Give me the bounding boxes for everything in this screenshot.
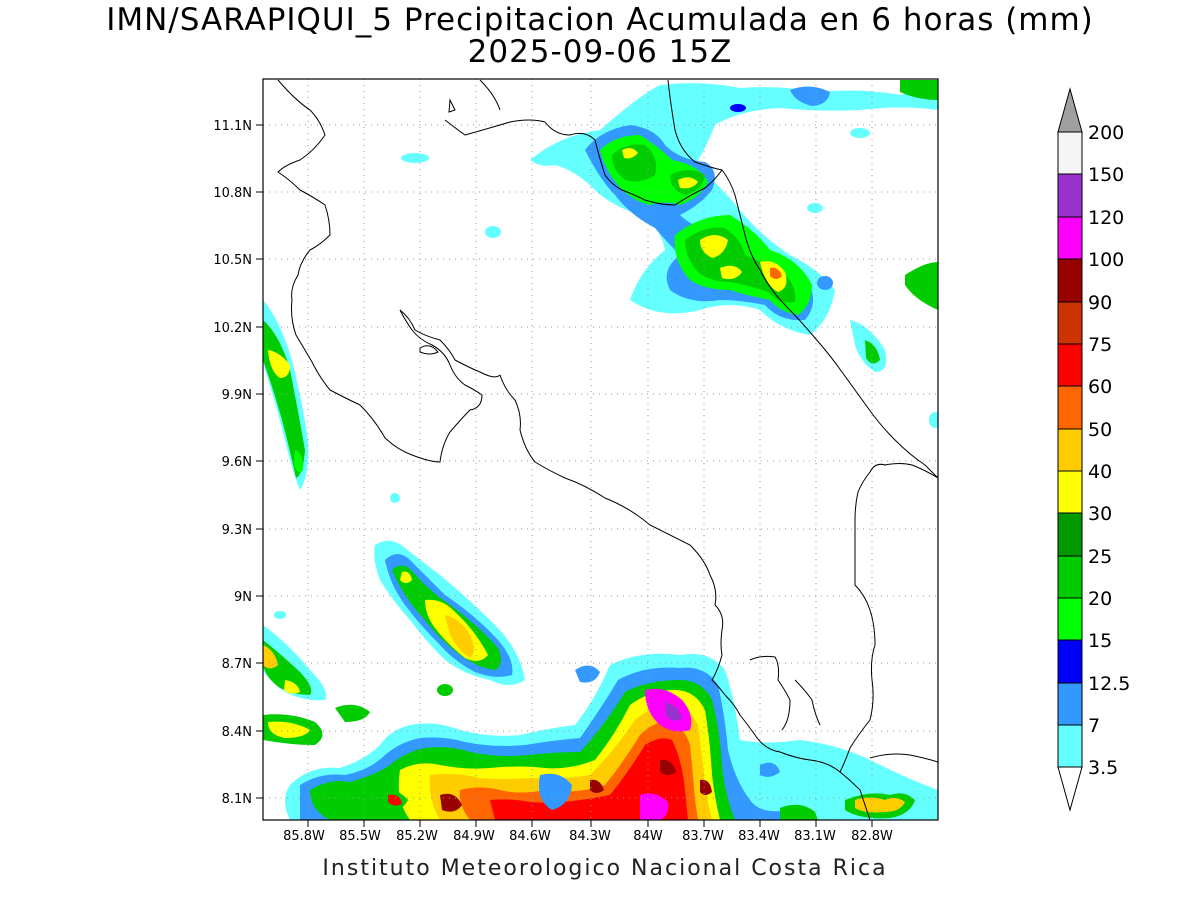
lat-tick-label: 8.1N	[222, 792, 252, 807]
colorbar-label: 75	[1088, 334, 1112, 356]
colorbar-swatch	[1057, 216, 1083, 260]
colorbar-label: 40	[1088, 461, 1112, 483]
plot-frame	[262, 78, 939, 821]
precipitation-field	[263, 80, 938, 820]
colorbar-swatch	[1057, 131, 1083, 175]
rain-cluster-north	[530, 80, 938, 372]
colorbar-swatch	[1057, 639, 1083, 684]
colorbar-swatch	[1057, 682, 1083, 726]
colorbar-label: 200	[1088, 122, 1124, 144]
lon-tick-label: 84.9W	[453, 829, 495, 844]
colorbar-swatch	[1057, 428, 1083, 472]
colorbar-swatch	[1057, 597, 1083, 641]
colorbar-label: 50	[1088, 419, 1112, 441]
colorbar-swatch	[1057, 343, 1083, 387]
rain-scattered-cells	[274, 104, 938, 696]
lon-tick-label: 85.2W	[396, 829, 438, 844]
coastlines	[277, 79, 938, 820]
colorbar-label: 150	[1088, 164, 1124, 186]
title-line-1: IMN/SARAPIQUI_5 Precipitacion Acumulada …	[106, 2, 1094, 38]
colorbar-label: 20	[1088, 588, 1112, 610]
colorbar-swatch	[1057, 470, 1083, 514]
lat-tick-label: 9.3N	[222, 523, 252, 538]
lat-tick-label: 8.4N	[222, 725, 252, 740]
colorbar-label: 7	[1088, 715, 1100, 737]
rain-band-west	[263, 300, 309, 490]
lat-tick-label: 9.6N	[222, 455, 252, 470]
colorbar-label: 90	[1088, 292, 1112, 314]
colorbar-swatch	[1057, 173, 1083, 218]
colorbar-label: 12.5	[1088, 673, 1130, 695]
lat-tick-label: 10.2N	[213, 321, 252, 336]
longitude-axis: 85.8W 85.5W 85.2W 84.9W 84.6W 84.3W 84W …	[283, 820, 893, 844]
colorbar-swatch	[1057, 512, 1083, 557]
lon-tick-label: 83.4W	[738, 829, 780, 844]
rain-cluster-southwest	[263, 625, 370, 745]
colorbar-swatch	[1057, 555, 1083, 599]
latitude-axis: 11.1N 10.8N 10.5N 10.2N 9.9N 9.6N 9.3N 9…	[213, 119, 263, 807]
lon-tick-label: 83.1W	[794, 829, 836, 844]
colorbar-label: 120	[1088, 207, 1124, 229]
lat-tick-label: 10.8N	[213, 186, 252, 201]
lon-tick-label: 82.8W	[851, 829, 893, 844]
colorbar-underflow-triangle	[1057, 766, 1083, 812]
title-line-2: 2025-09-06 15Z	[467, 34, 733, 70]
colorbar-label: 60	[1088, 376, 1112, 398]
colorbar-swatch	[1057, 724, 1083, 768]
colorbar-label: 100	[1088, 249, 1124, 271]
lon-tick-label: 84.3W	[569, 829, 611, 844]
colorbar-label: 25	[1088, 546, 1112, 568]
colorbar-label: 30	[1088, 503, 1112, 525]
colorbar-swatch	[1057, 385, 1083, 430]
lon-tick-label: 84W	[633, 829, 663, 844]
rain-cluster-south	[285, 653, 938, 820]
lon-tick-label: 84.6W	[509, 829, 551, 844]
colorbar: 3.5 7 12.5 15 20 25 30 40 50 60 75 90 10…	[1057, 87, 1130, 812]
colorbar-label: 15	[1088, 630, 1112, 652]
lat-tick-label: 9.9N	[222, 388, 252, 403]
colorbar-swatch	[1057, 258, 1083, 303]
rain-band-central-pacific	[374, 540, 525, 685]
lon-tick-label: 85.8W	[283, 829, 325, 844]
lon-tick-label: 83.7W	[682, 829, 724, 844]
colorbar-label: 3.5	[1088, 757, 1118, 779]
map-title: IMN/SARAPIQUI_5 Precipitacion Acumulada …	[0, 4, 1200, 68]
lat-tick-label: 9N	[234, 590, 252, 605]
colorbar-swatch	[1057, 301, 1083, 345]
lat-tick-label: 10.5N	[213, 253, 252, 268]
footer-credit: Instituto Meteorologico Nacional Costa R…	[322, 856, 888, 881]
lon-tick-label: 85.5W	[339, 829, 381, 844]
colorbar-overflow-triangle	[1057, 87, 1083, 133]
lat-tick-label: 11.1N	[213, 119, 252, 134]
lat-tick-label: 8.7N	[222, 657, 252, 672]
